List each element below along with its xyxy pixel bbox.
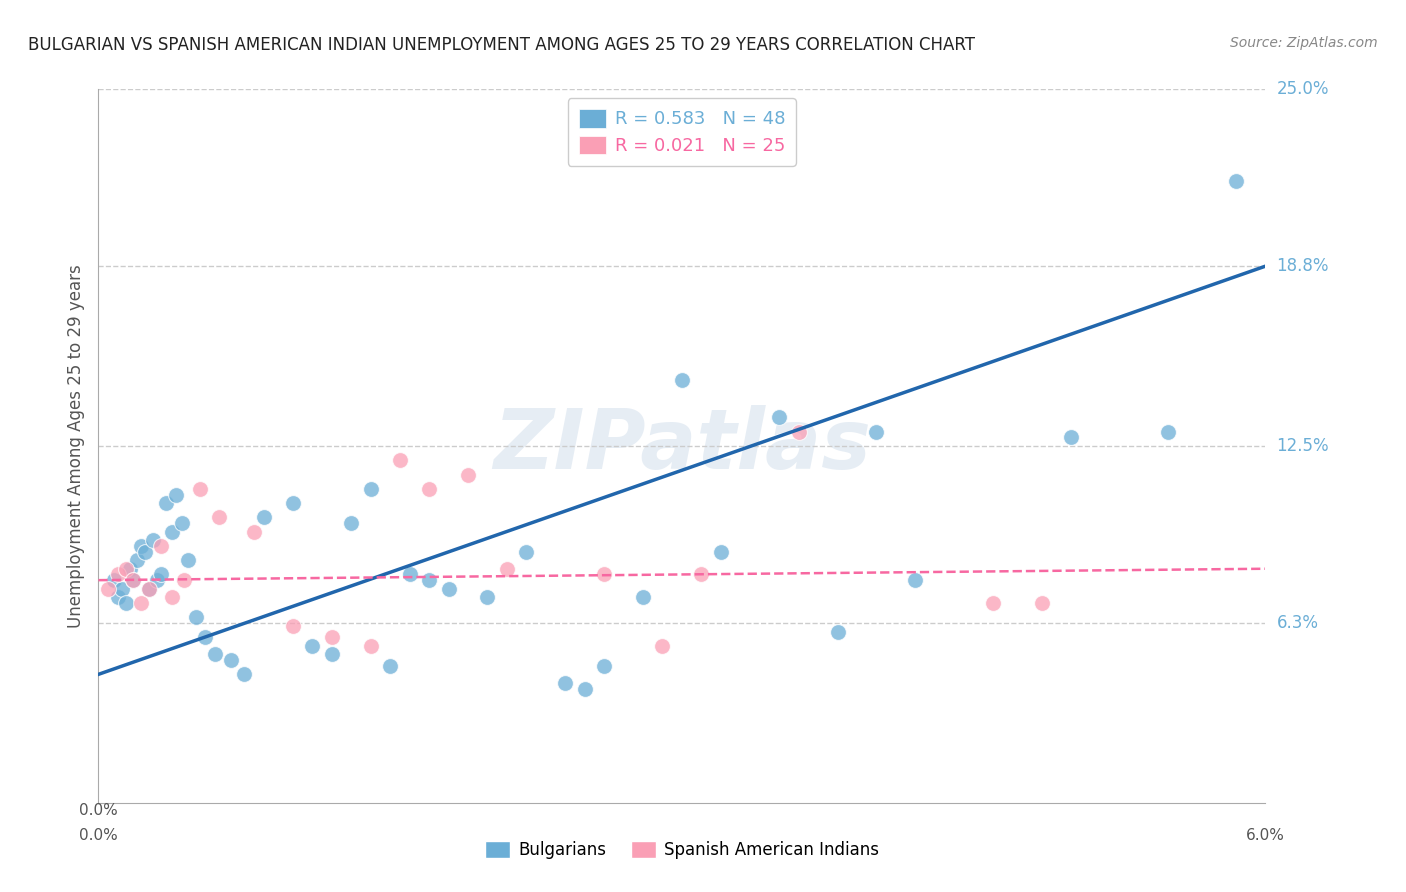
Point <box>457 467 479 482</box>
Point <box>360 639 382 653</box>
Point <box>388 453 411 467</box>
Point <box>787 425 810 439</box>
Point <box>149 539 172 553</box>
Point <box>1060 430 1083 444</box>
Point <box>111 582 134 596</box>
Point <box>122 573 145 587</box>
Point <box>690 567 713 582</box>
Point <box>281 619 304 633</box>
Point <box>281 496 304 510</box>
Point <box>177 553 200 567</box>
Point <box>710 544 733 558</box>
Legend: Bulgarians, Spanish American Indians: Bulgarians, Spanish American Indians <box>478 834 886 866</box>
Point <box>127 553 149 567</box>
Point <box>138 582 160 596</box>
Point <box>593 567 616 582</box>
Text: 25.0%: 25.0% <box>1277 80 1329 98</box>
Point <box>340 516 363 530</box>
Point <box>981 596 1004 610</box>
Point <box>134 544 156 558</box>
Point <box>114 562 136 576</box>
Point <box>418 482 440 496</box>
Point <box>301 639 323 653</box>
Text: 6.3%: 6.3% <box>1277 614 1319 632</box>
Point <box>321 648 343 662</box>
Point <box>380 658 402 673</box>
Point <box>138 582 160 596</box>
Text: BULGARIAN VS SPANISH AMERICAN INDIAN UNEMPLOYMENT AMONG AGES 25 TO 29 YEARS CORR: BULGARIAN VS SPANISH AMERICAN INDIAN UNE… <box>28 36 976 54</box>
Point <box>360 482 382 496</box>
Text: 6.0%: 6.0% <box>1246 828 1285 843</box>
Point <box>768 410 790 425</box>
Point <box>593 658 616 673</box>
Point <box>118 562 141 576</box>
Point <box>155 496 177 510</box>
Point <box>496 562 519 576</box>
Point <box>103 573 125 587</box>
Point <box>142 533 165 548</box>
Text: ZIPatlas: ZIPatlas <box>494 406 870 486</box>
Point <box>122 573 145 587</box>
Point <box>904 573 927 587</box>
Point <box>129 539 152 553</box>
Point <box>243 524 266 539</box>
Point <box>574 681 596 696</box>
Point <box>253 510 276 524</box>
Point <box>631 591 654 605</box>
Point <box>1225 173 1247 187</box>
Point <box>107 567 129 582</box>
Point <box>204 648 226 662</box>
Point <box>651 639 673 653</box>
Point <box>437 582 460 596</box>
Point <box>233 667 256 681</box>
Point <box>162 524 184 539</box>
Point <box>1157 425 1180 439</box>
Point <box>162 591 184 605</box>
Point <box>827 624 849 639</box>
Point <box>398 567 420 582</box>
Point <box>165 487 187 501</box>
Text: 0.0%: 0.0% <box>79 803 118 818</box>
Point <box>146 573 169 587</box>
Point <box>321 630 343 644</box>
Point <box>173 573 195 587</box>
Text: 18.8%: 18.8% <box>1277 257 1329 275</box>
Point <box>129 596 152 610</box>
Point <box>477 591 499 605</box>
Text: Source: ZipAtlas.com: Source: ZipAtlas.com <box>1230 36 1378 50</box>
Point <box>515 544 537 558</box>
Point <box>170 516 193 530</box>
Point <box>418 573 440 587</box>
Text: 12.5%: 12.5% <box>1277 437 1329 455</box>
Point <box>1031 596 1053 610</box>
Text: 0.0%: 0.0% <box>79 828 118 843</box>
Point <box>188 482 211 496</box>
Point <box>114 596 136 610</box>
Point <box>671 373 693 387</box>
Point <box>97 582 120 596</box>
Point <box>184 610 207 624</box>
Y-axis label: Unemployment Among Ages 25 to 29 years: Unemployment Among Ages 25 to 29 years <box>66 264 84 628</box>
Point <box>219 653 242 667</box>
Point <box>208 510 231 524</box>
Point <box>194 630 217 644</box>
Point <box>107 591 129 605</box>
Point <box>554 676 576 690</box>
Point <box>865 425 887 439</box>
Point <box>149 567 172 582</box>
